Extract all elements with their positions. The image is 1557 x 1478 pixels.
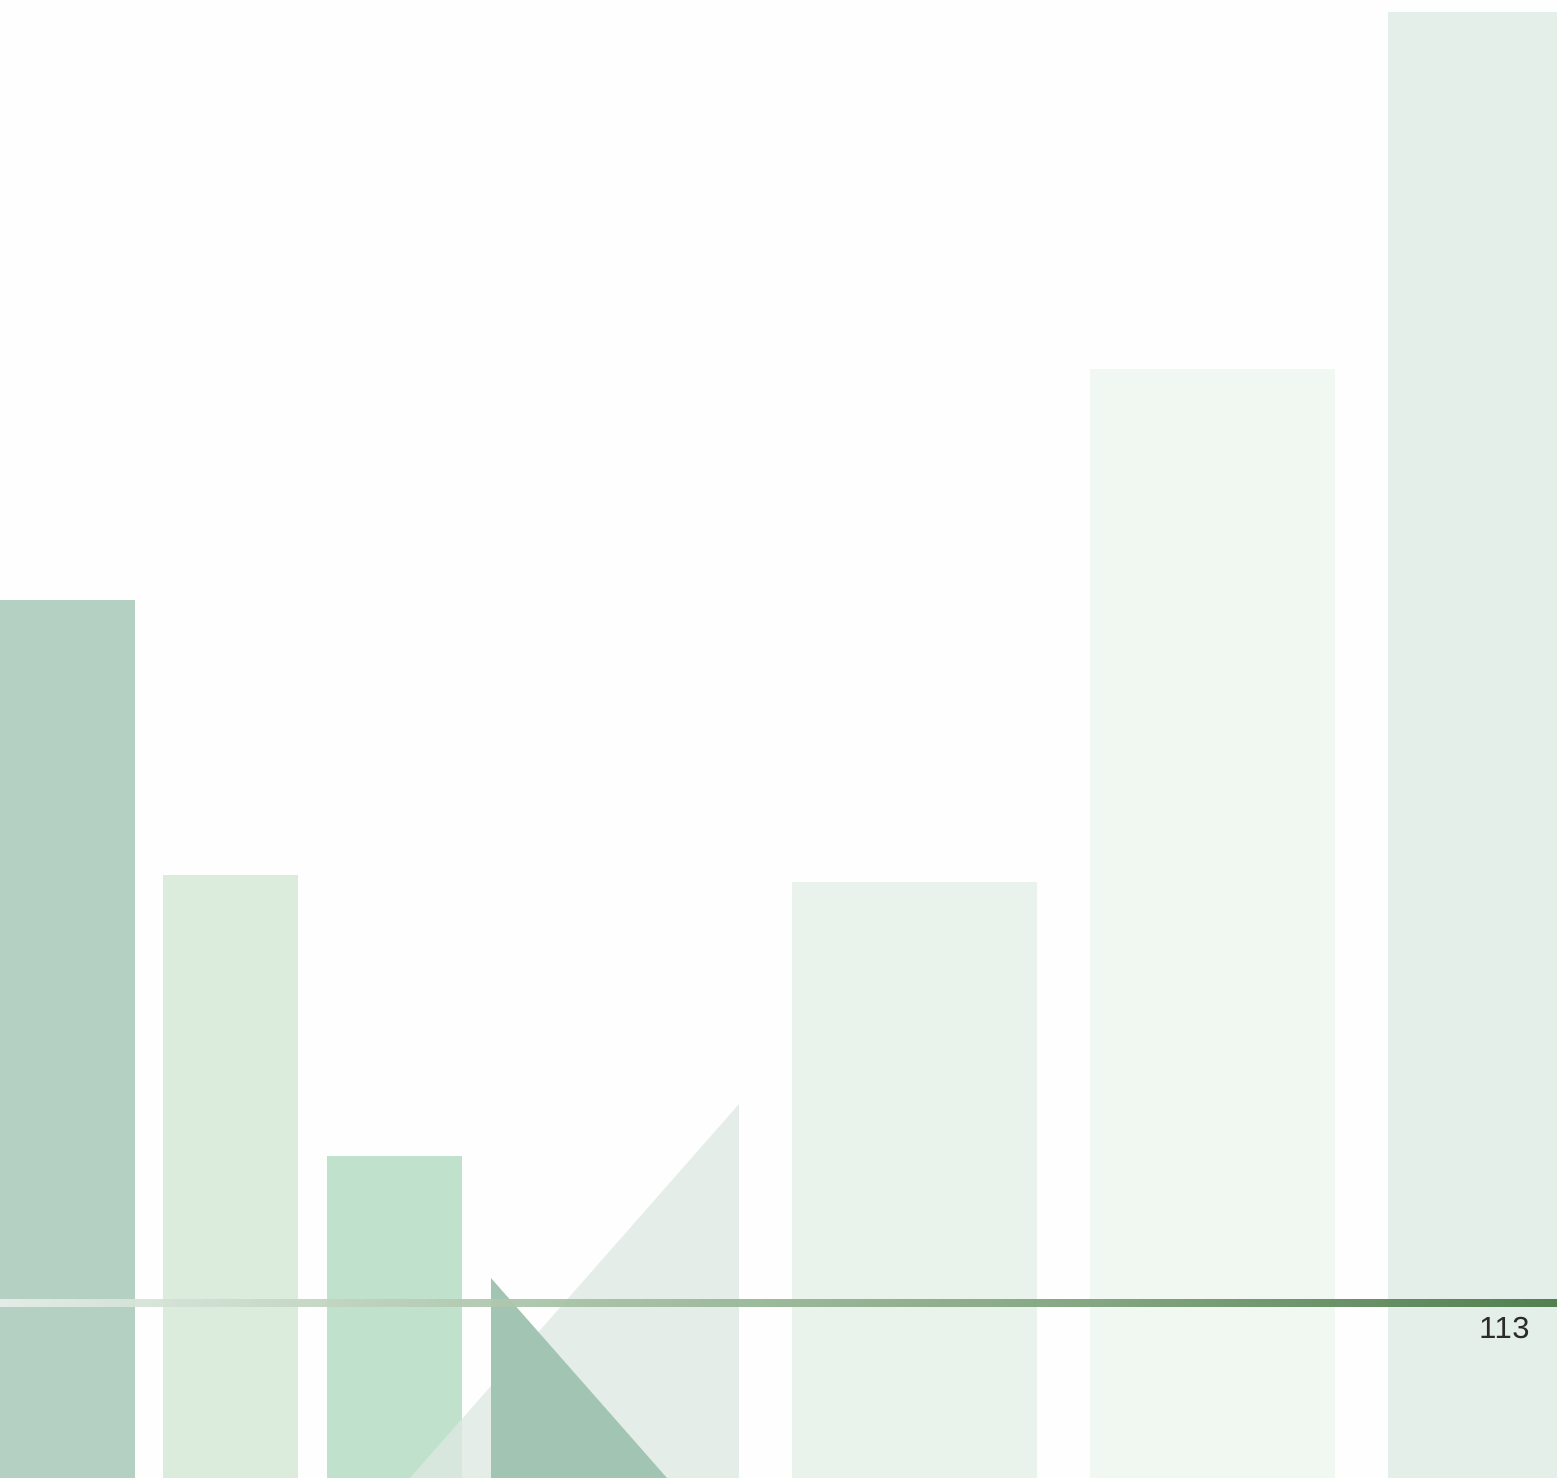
decor-bar-3 [327,1156,462,1478]
decor-bar-4 [792,882,1037,1478]
decor-triangle-dark [491,1278,667,1478]
decor-bar-1 [0,600,135,1478]
decor-bar-2 [163,875,298,1478]
decor-bar-5 [1090,369,1335,1478]
decor-bar-6 [1388,12,1557,1478]
footer-rule-line [0,1299,1557,1307]
page-number: 113 [1479,1310,1530,1345]
